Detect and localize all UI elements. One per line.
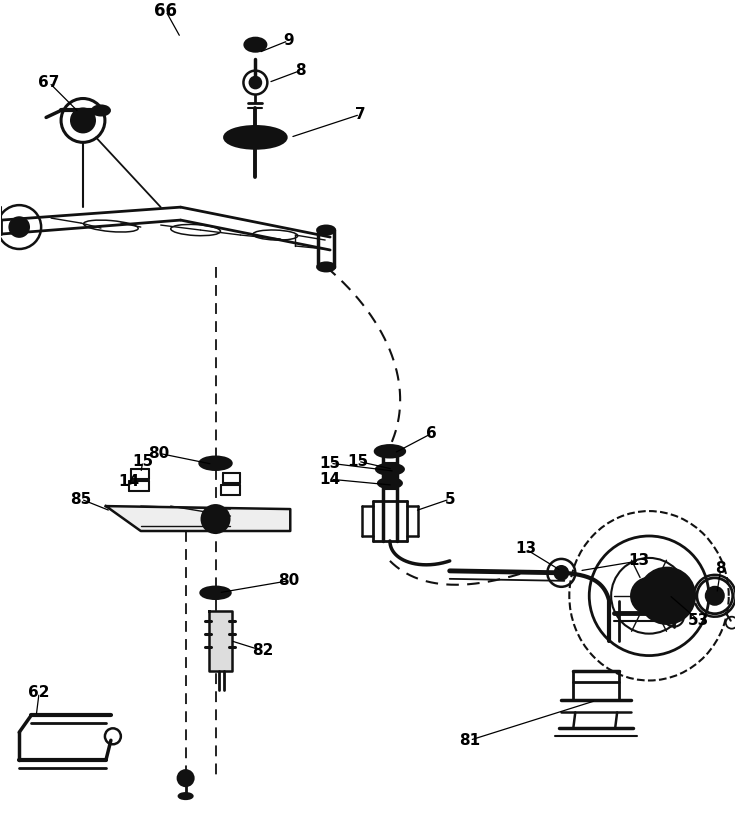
Text: 53: 53: [688, 613, 710, 628]
Ellipse shape: [247, 132, 264, 142]
Text: 15: 15: [347, 454, 369, 469]
Ellipse shape: [385, 448, 395, 455]
Circle shape: [250, 76, 261, 89]
Circle shape: [711, 592, 719, 600]
Text: 66: 66: [155, 2, 177, 20]
Circle shape: [78, 115, 88, 126]
Ellipse shape: [376, 464, 404, 474]
Circle shape: [202, 505, 230, 533]
Circle shape: [639, 568, 695, 624]
Text: 67: 67: [38, 75, 60, 90]
Circle shape: [210, 457, 222, 469]
Ellipse shape: [224, 127, 286, 148]
Text: 15: 15: [319, 455, 341, 471]
Circle shape: [210, 587, 222, 598]
Text: 80: 80: [148, 446, 169, 461]
Text: 14: 14: [118, 473, 139, 489]
Circle shape: [641, 588, 657, 603]
Ellipse shape: [201, 587, 230, 598]
Circle shape: [71, 109, 95, 132]
Ellipse shape: [199, 457, 232, 469]
Ellipse shape: [375, 446, 405, 457]
Text: 8: 8: [295, 63, 305, 78]
Circle shape: [706, 587, 723, 605]
Ellipse shape: [317, 262, 335, 271]
Text: 85: 85: [71, 492, 91, 506]
Ellipse shape: [92, 105, 110, 115]
Circle shape: [631, 578, 667, 614]
Ellipse shape: [244, 38, 266, 52]
Ellipse shape: [317, 225, 335, 234]
Circle shape: [554, 566, 568, 580]
Text: 82: 82: [252, 643, 273, 658]
Text: 5: 5: [445, 492, 455, 506]
Ellipse shape: [378, 478, 402, 488]
Text: 13: 13: [515, 542, 536, 556]
Text: 9: 9: [283, 33, 294, 48]
Circle shape: [208, 512, 222, 526]
Text: 62: 62: [29, 685, 50, 700]
Polygon shape: [106, 506, 290, 531]
Text: 14: 14: [319, 472, 341, 487]
Circle shape: [10, 217, 29, 237]
Ellipse shape: [179, 793, 193, 799]
Text: 7: 7: [355, 107, 365, 122]
Text: 13: 13: [629, 553, 650, 568]
Text: 80: 80: [277, 573, 299, 589]
Circle shape: [177, 770, 194, 786]
Circle shape: [660, 589, 674, 603]
Text: 15: 15: [132, 454, 153, 469]
Polygon shape: [208, 611, 233, 671]
Text: 6: 6: [426, 426, 437, 441]
Text: 81: 81: [459, 732, 480, 748]
Text: 8: 8: [715, 561, 726, 576]
